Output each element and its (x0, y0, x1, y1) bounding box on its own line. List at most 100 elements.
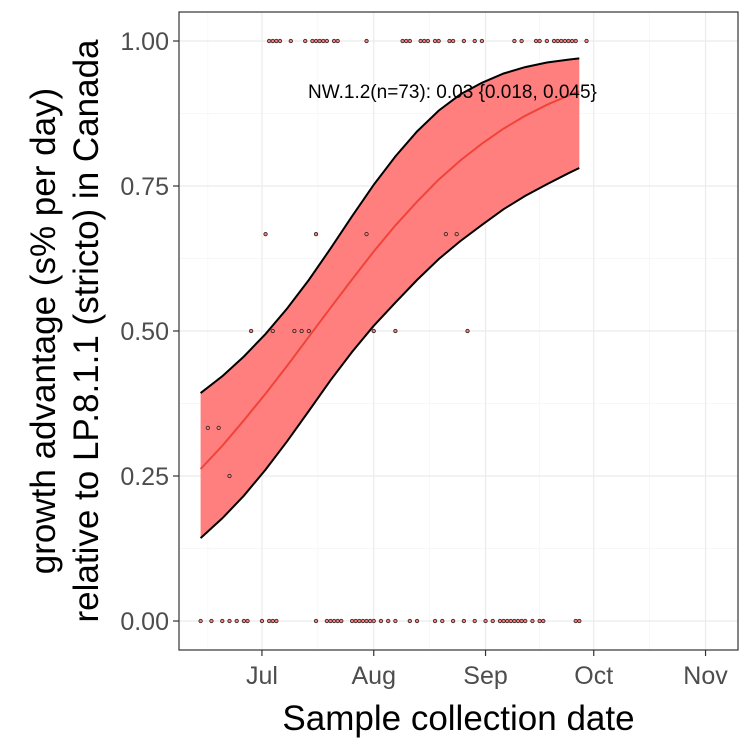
data-point (339, 618, 344, 624)
data-point (573, 38, 578, 44)
x-axis-title: Sample collection date (282, 699, 634, 738)
data-point (465, 328, 470, 334)
data-point (364, 38, 369, 44)
x-tick-label: Nov (683, 662, 728, 690)
data-point (530, 618, 535, 624)
data-point (292, 328, 297, 334)
data-point (386, 618, 391, 624)
data-point (461, 38, 467, 44)
data-point (313, 38, 319, 44)
data-point (490, 618, 495, 624)
x-axis-ticks: Jul Aug Sep Oct Nov (246, 650, 728, 690)
data-point (447, 38, 452, 44)
data-point (537, 38, 542, 44)
data-point (270, 328, 275, 334)
observed-points (198, 38, 589, 624)
data-point (248, 328, 254, 334)
data-point (512, 618, 517, 624)
y-axis-title-line-1: growth advantage (s% per day) (24, 88, 63, 574)
x-tick-label: Sep (463, 662, 507, 690)
x-tick-label: Jul (246, 662, 278, 690)
data-point (263, 231, 268, 237)
data-point (559, 38, 564, 44)
data-point (313, 231, 319, 237)
data-point (310, 38, 315, 44)
data-point (479, 38, 485, 44)
data-point (418, 38, 423, 44)
data-point (313, 618, 319, 624)
data-point (573, 618, 578, 624)
data-point (440, 618, 445, 624)
data-point (277, 38, 283, 44)
data-point (234, 618, 239, 624)
data-point (371, 328, 376, 334)
data-point (317, 38, 322, 44)
data-point (407, 38, 412, 44)
x-tick-label: Aug (352, 662, 396, 690)
data-point (205, 425, 211, 431)
data-point (241, 618, 247, 624)
fitted-growth-curve (199, 90, 580, 470)
data-point (227, 618, 232, 624)
data-point (353, 618, 358, 624)
confidence-ribbon (200, 58, 580, 539)
data-point (512, 38, 517, 44)
data-point (497, 618, 503, 624)
x-tick-label: Oct (574, 662, 613, 690)
data-point (364, 618, 369, 624)
y-axis-title-line-2: relative to LP.8.1.1 (stricto) in Canada (67, 39, 106, 623)
data-point (555, 38, 560, 44)
data-point (577, 618, 582, 624)
data-point (393, 328, 398, 334)
data-point (357, 618, 362, 624)
data-point (270, 38, 275, 44)
data-point (551, 38, 557, 44)
data-point (324, 618, 330, 624)
data-point (328, 618, 333, 624)
data-point (331, 38, 337, 44)
data-point (364, 231, 369, 237)
data-point (324, 38, 330, 44)
y-tick-label: 0.75 (120, 173, 169, 201)
data-point (461, 618, 467, 624)
data-point (274, 38, 279, 44)
data-point (209, 618, 214, 624)
data-point (436, 38, 441, 44)
data-point (335, 618, 340, 624)
data-point (378, 618, 384, 624)
y-tick-label: 1.00 (120, 28, 169, 56)
data-point (537, 618, 542, 624)
data-point (371, 618, 376, 624)
data-point (432, 38, 438, 44)
data-point (407, 618, 412, 624)
data-point (267, 38, 272, 44)
y-tick-label: 0.50 (120, 318, 169, 346)
data-point (321, 38, 326, 44)
data-point (450, 38, 456, 44)
data-point (519, 618, 524, 624)
y-tick-label: 0.25 (120, 463, 169, 491)
data-point (508, 618, 513, 624)
y-tick-label: 0.00 (120, 608, 169, 636)
data-point (400, 38, 405, 44)
y-axis-ticks: 0.00 0.25 0.50 0.75 1.00 (120, 28, 179, 636)
data-point (414, 618, 420, 624)
data-point (220, 618, 225, 624)
data-point (367, 618, 373, 624)
data-point (270, 618, 275, 624)
data-point (584, 38, 589, 44)
data-point (422, 38, 427, 44)
data-point (303, 38, 308, 44)
data-point (505, 618, 510, 624)
data-point (393, 618, 398, 624)
data-point (288, 38, 293, 44)
data-point (541, 618, 546, 624)
data-point (404, 38, 409, 44)
data-point (216, 425, 221, 431)
data-point (198, 618, 203, 624)
data-point (267, 618, 272, 624)
data-point (227, 473, 232, 479)
data-point (443, 231, 449, 237)
data-point (349, 618, 355, 624)
